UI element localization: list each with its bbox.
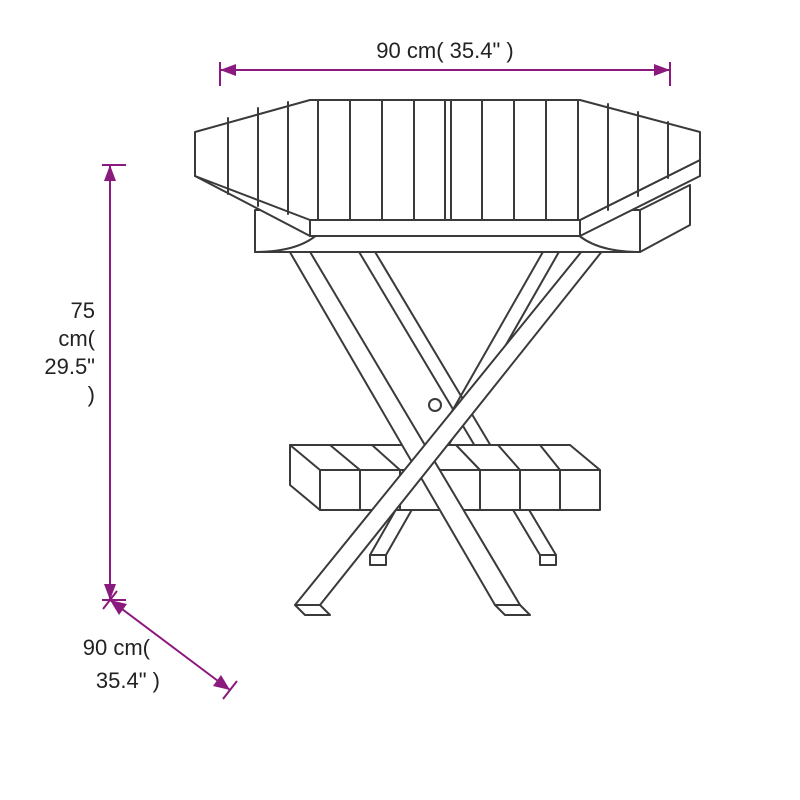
dimension-height: 75 cm( 29.5" ) [44, 165, 126, 600]
dimension-width-label: 90 cm( 35.4" ) [376, 38, 513, 63]
dimension-height-label-cm: 75 [71, 298, 95, 323]
dimension-depth: 90 cm( 35.4" ) [83, 591, 237, 699]
dimension-height-label-cm-unit: cm( [58, 326, 95, 351]
dimension-height-label-in: 29.5" [44, 354, 95, 379]
dimension-width: 90 cm( 35.4" ) [220, 38, 670, 86]
dimension-height-label-close: ) [88, 382, 95, 407]
table-drawing [195, 100, 700, 615]
table-legs-front [280, 235, 615, 615]
dimension-depth-label-in: 35.4" ) [96, 668, 160, 693]
dimension-depth-label-cm: 90 cm( [83, 635, 151, 660]
dimension-diagram: 90 cm( 35.4" ) 75 cm( 29.5" ) 90 cm( 35.… [0, 0, 800, 800]
